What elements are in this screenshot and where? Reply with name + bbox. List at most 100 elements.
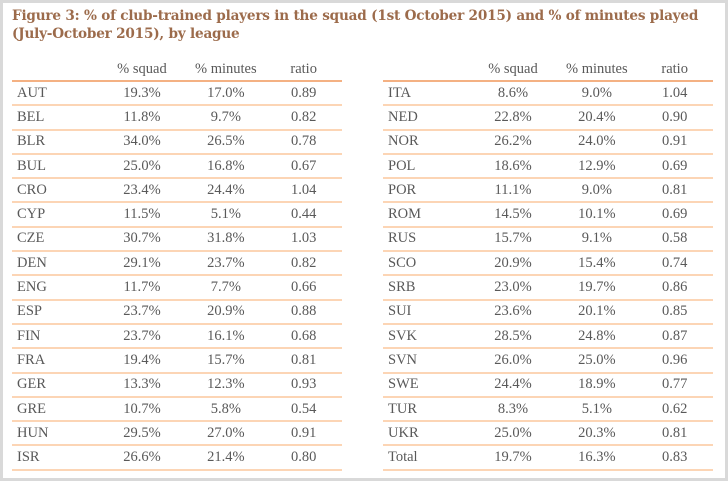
cell-ratio: 0.67: [265, 153, 342, 180]
cell-ratio: 0.91: [265, 421, 342, 447]
table-row: AUT 19.3% 17.0% 0.89: [12, 81, 342, 107]
col-header-league: [383, 58, 469, 82]
cell-minutes: 5.1%: [186, 202, 266, 228]
cell-minutes: 23.7%: [186, 251, 266, 277]
col-header-ratio: ratio: [636, 58, 713, 82]
cell-ratio: 0.54: [265, 396, 342, 423]
cell-squad: 11.1%: [468, 178, 558, 204]
cell-squad: 18.6%: [468, 153, 558, 180]
cell-minutes: 31.8%: [186, 226, 266, 253]
table-header-row: % squad % minutes ratio: [383, 58, 713, 82]
cell-ratio: 0.58: [636, 226, 713, 253]
cell-minutes: 20.3%: [557, 421, 637, 447]
cell-league: GRE: [12, 396, 98, 423]
col-header-minutes: % minutes: [557, 58, 637, 82]
cell-minutes: 9.0%: [557, 178, 637, 204]
col-header-league: [12, 58, 98, 82]
table-row: ENG 11.7% 7.7% 0.66: [12, 275, 342, 301]
cell-squad: 34.0%: [97, 129, 187, 155]
cell-ratio: 1.03: [265, 226, 342, 253]
cell-ratio: 0.69: [636, 153, 713, 180]
table-row: BLR 34.0% 26.5% 0.78: [12, 129, 342, 155]
table-row: SWE 24.4% 18.9% 0.77: [383, 372, 713, 398]
cell-minutes: 9.0%: [557, 81, 637, 107]
cell-league: FIN: [12, 323, 98, 350]
cell-ratio: 0.74: [636, 251, 713, 277]
cell-ratio: 0.80: [265, 445, 342, 471]
cell-minutes: 21.4%: [186, 445, 266, 471]
cell-minutes: 24.4%: [186, 178, 266, 204]
col-header-ratio: ratio: [265, 58, 342, 82]
cell-ratio: 0.91: [636, 129, 713, 155]
cell-squad: 19.3%: [97, 81, 187, 107]
table-row: NOR 26.2% 24.0% 0.91: [383, 129, 713, 155]
cell-league: ESP: [12, 299, 98, 325]
cell-minutes: 15.4%: [557, 251, 637, 277]
cell-ratio: 0.89: [265, 81, 342, 107]
cell-squad: 23.4%: [97, 178, 187, 204]
right-table: % squad % minutes ratio ITA 8.6% 9.0% 1.04 N…: [383, 58, 713, 471]
figure-title: Figure 3: % of club-trained players in t…: [12, 8, 699, 42]
table-row: POL 18.6% 12.9% 0.69: [383, 153, 713, 180]
cell-minutes: 16.3%: [557, 445, 637, 471]
cell-league: BEL: [12, 105, 98, 131]
table-row: SVN 26.0% 25.0% 0.96: [383, 348, 713, 374]
table-row: CRO 23.4% 24.4% 1.04: [12, 178, 342, 204]
table-row: ROM 14.5% 10.1% 0.69: [383, 202, 713, 228]
cell-squad: 30.7%: [97, 226, 187, 253]
table-row: NED 22.8% 20.4% 0.90: [383, 105, 713, 131]
table-row: BEL 11.8% 9.7% 0.82: [12, 105, 342, 131]
cell-minutes: 9.1%: [557, 226, 637, 253]
cell-squad: 13.3%: [97, 372, 187, 398]
left-table: % squad % minutes ratio AUT 19.3% 17.0% 0.8…: [12, 58, 342, 471]
cell-league: NED: [383, 105, 469, 131]
table-row: GRE 10.7% 5.8% 0.54: [12, 396, 342, 423]
table-row: BUL 25.0% 16.8% 0.67: [12, 153, 342, 180]
cell-league: BUL: [12, 153, 98, 180]
cell-minutes: 24.8%: [557, 323, 637, 350]
cell-minutes: 27.0%: [186, 421, 266, 447]
cell-league: CRO: [12, 178, 98, 204]
table-row: CYP 11.5% 5.1% 0.44: [12, 202, 342, 228]
table-row: SUI 23.6% 20.1% 0.85: [383, 299, 713, 325]
cell-league: POL: [383, 153, 469, 180]
cell-ratio: 0.82: [265, 105, 342, 131]
cell-league: ITA: [383, 81, 469, 107]
cell-ratio: 0.93: [265, 372, 342, 398]
table-row: DEN 29.1% 23.7% 0.82: [12, 251, 342, 277]
cell-ratio: 0.81: [265, 348, 342, 374]
cell-ratio: 0.86: [636, 275, 713, 301]
cell-squad: 11.5%: [97, 202, 187, 228]
cell-minutes: 5.8%: [186, 396, 266, 423]
col-header-squad: % squad: [97, 58, 187, 82]
cell-league: ENG: [12, 275, 98, 301]
cell-squad: 14.5%: [468, 202, 558, 228]
cell-squad: 26.2%: [468, 129, 558, 155]
cell-ratio: 0.44: [265, 202, 342, 228]
table-row: ESP 23.7% 20.9% 0.88: [12, 299, 342, 325]
cell-league: ROM: [383, 202, 469, 228]
cell-squad: 8.6%: [468, 81, 558, 107]
cell-league: HUN: [12, 421, 98, 447]
cell-squad: 24.4%: [468, 372, 558, 398]
cell-league: AUT: [12, 81, 98, 107]
cell-squad: 22.8%: [468, 105, 558, 131]
cell-squad: 29.1%: [97, 251, 187, 277]
cell-ratio: 0.88: [265, 299, 342, 325]
cell-squad: 10.7%: [97, 396, 187, 423]
cell-squad: 26.0%: [468, 348, 558, 374]
table-row: ISR 26.6% 21.4% 0.80: [12, 445, 342, 471]
cell-minutes: 9.7%: [186, 105, 266, 131]
cell-league: SCO: [383, 251, 469, 277]
cell-ratio: 1.04: [636, 81, 713, 107]
cell-league: GER: [12, 372, 98, 398]
cell-league: SWE: [383, 372, 469, 398]
cell-league: FRA: [12, 348, 98, 374]
cell-ratio: 1.04: [265, 178, 342, 204]
cell-ratio: 0.82: [265, 251, 342, 277]
table-row: CZE 30.7% 31.8% 1.03: [12, 226, 342, 253]
cell-ratio: 0.81: [636, 178, 713, 204]
cell-league: TUR: [383, 396, 469, 423]
cell-squad: 25.0%: [97, 153, 187, 180]
col-header-minutes: % minutes: [186, 58, 266, 82]
